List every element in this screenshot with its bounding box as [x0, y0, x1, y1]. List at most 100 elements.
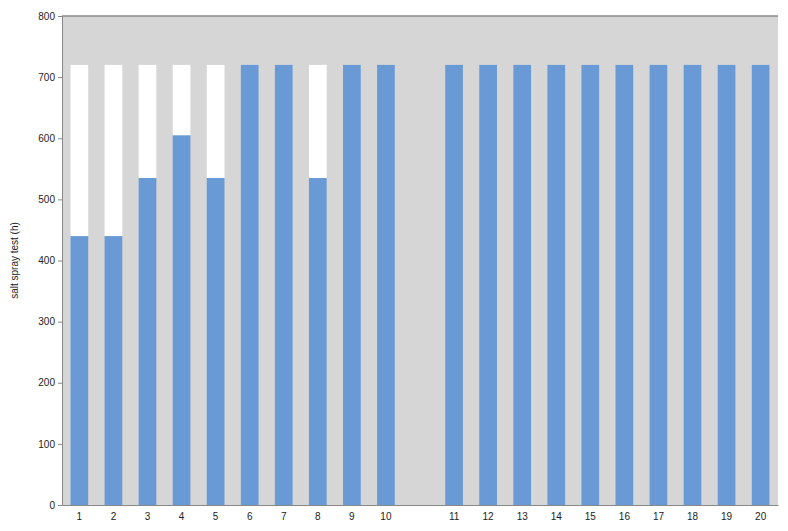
y-tick-mark — [58, 138, 62, 139]
bar-segment — [479, 64, 497, 65]
bar-segment — [684, 65, 702, 505]
y-tick-mark — [58, 77, 62, 78]
y-tick: 500 — [38, 194, 62, 205]
series — [71, 65, 770, 505]
x-tick-label: 7 — [281, 511, 287, 522]
bar-segment — [71, 236, 89, 505]
bar-segment — [581, 64, 599, 65]
y-tick-mark — [58, 505, 62, 506]
x-tick-label: 6 — [247, 511, 253, 522]
bar-segment — [752, 64, 770, 65]
bar-segment — [752, 65, 770, 505]
x-tick-label: 17 — [653, 511, 665, 522]
bar-segment — [241, 65, 259, 505]
y-axis-title: salt spray test (h) — [9, 222, 20, 299]
bar-segment — [513, 65, 531, 505]
x-tick: 15 — [585, 505, 597, 522]
x-axis-line — [63, 505, 779, 506]
plot-background — [62, 16, 778, 505]
x-tick-label: 5 — [213, 511, 219, 522]
bar-segment — [275, 65, 293, 505]
bar-segment — [684, 64, 702, 65]
bar-segment — [616, 65, 634, 505]
y-tick: 200 — [38, 377, 62, 388]
bar-segment — [718, 65, 736, 505]
bar-segment — [139, 178, 157, 505]
x-tick-label: 18 — [687, 511, 699, 522]
x-tick: 19 — [721, 505, 733, 522]
y-tick-mark — [58, 261, 62, 262]
bar-segment — [173, 135, 191, 505]
x-tick: 4 — [179, 505, 185, 522]
bar-segment — [275, 64, 293, 65]
y-axis: 0100200300400500600700800 — [38, 11, 62, 511]
bar-segment — [650, 65, 668, 505]
x-tick-label: 4 — [179, 511, 185, 522]
x-tick: 1 — [77, 505, 83, 522]
y-tick-label: 200 — [38, 377, 55, 388]
y-tick: 0 — [49, 500, 62, 511]
x-tick-label: 19 — [721, 511, 733, 522]
bar-segment — [105, 236, 123, 505]
x-tick-label: 11 — [449, 511, 460, 522]
bar-segment — [718, 64, 736, 65]
bars — [71, 65, 770, 505]
bar-segment — [241, 64, 259, 65]
x-tick-label: 13 — [517, 511, 529, 522]
y-tick-mark — [58, 383, 62, 384]
y-tick: 400 — [38, 255, 62, 266]
bar-segment — [343, 64, 361, 65]
x-tick: 16 — [619, 505, 631, 522]
x-tick: 18 — [687, 505, 699, 522]
y-tick-mark — [58, 322, 62, 323]
x-tick: 17 — [653, 505, 665, 522]
y-tick: 600 — [38, 133, 62, 144]
series — [71, 65, 327, 236]
x-tick-label: 9 — [349, 511, 355, 522]
bar-segment — [105, 65, 123, 236]
plot-frame — [62, 15, 778, 17]
y-tick-label: 500 — [38, 194, 55, 205]
x-tick: 8 — [315, 505, 321, 522]
y-tick: 700 — [38, 72, 62, 83]
x-tick: 3 — [145, 505, 151, 522]
bar-segment — [207, 178, 225, 505]
bar-segment — [547, 65, 565, 505]
y-axis-line — [58, 17, 63, 506]
y-tick-label: 0 — [49, 500, 55, 511]
x-tick-label: 3 — [145, 511, 151, 522]
y-tick-label: 600 — [38, 133, 55, 144]
x-tick-label: 10 — [380, 511, 392, 522]
x-tick-label: 20 — [755, 511, 767, 522]
x-tick-label: 8 — [315, 511, 321, 522]
bar-segment — [581, 65, 599, 505]
x-tick: 5 — [213, 505, 219, 522]
bar-segment — [479, 65, 497, 505]
x-tick: 13 — [517, 505, 529, 522]
bar-segment — [343, 65, 361, 505]
y-tick-label: 300 — [38, 316, 55, 327]
x-tick: 11 — [449, 505, 460, 522]
bar-segment — [547, 64, 565, 65]
x-tick-label: 16 — [619, 511, 631, 522]
bar-segment — [377, 65, 395, 505]
x-tick-label: 1 — [77, 511, 83, 522]
bar-segment — [513, 64, 531, 65]
y-tick-label: 800 — [38, 11, 55, 22]
x-tick-label: 2 — [111, 511, 117, 522]
x-tick: 2 — [111, 505, 117, 522]
y-tick-mark — [58, 444, 62, 445]
y-tick-mark — [58, 16, 62, 17]
x-tick: 20 — [755, 505, 767, 522]
y-tick: 800 — [38, 11, 62, 22]
bar-segment — [616, 64, 634, 65]
y-tick: 300 — [38, 316, 62, 327]
bar-segment — [445, 64, 463, 65]
y-tick-label: 400 — [38, 255, 55, 266]
x-tick: 9 — [349, 505, 355, 522]
x-tick-label: 14 — [551, 511, 563, 522]
bar-segment — [173, 65, 191, 135]
bar-segment — [139, 65, 157, 178]
x-axis: 1234567891011121314151617181920 — [63, 505, 779, 522]
x-tick-label: 12 — [483, 511, 495, 522]
